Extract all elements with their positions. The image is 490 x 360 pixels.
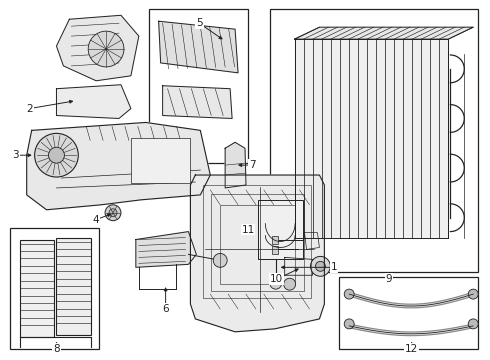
Bar [149, 9, 248, 163]
Text: 12: 12 [405, 344, 418, 354]
Polygon shape [294, 27, 473, 39]
Text: 7: 7 [248, 160, 255, 170]
Polygon shape [305, 233, 319, 249]
Text: 11: 11 [242, 225, 255, 235]
Circle shape [316, 261, 325, 271]
Polygon shape [26, 122, 210, 210]
Text: 4: 4 [93, 215, 99, 225]
Bar [272, 247, 278, 255]
Circle shape [49, 147, 64, 163]
Polygon shape [191, 175, 324, 332]
Circle shape [270, 277, 282, 289]
Bar [131, 138, 191, 183]
Bar [339, 277, 478, 349]
Circle shape [284, 278, 295, 290]
Polygon shape [294, 39, 448, 238]
Polygon shape [56, 15, 139, 81]
Bar [20, 239, 54, 337]
Bar [203, 185, 312, 298]
Polygon shape [159, 21, 238, 73]
Circle shape [213, 253, 227, 267]
Bar [258, 200, 302, 260]
Circle shape [109, 209, 117, 217]
Bar [211, 194, 303, 291]
Text: 3: 3 [12, 150, 19, 160]
Polygon shape [285, 257, 313, 275]
Circle shape [344, 289, 354, 299]
Polygon shape [225, 142, 246, 188]
Text: 8: 8 [53, 344, 60, 354]
Circle shape [35, 133, 78, 177]
Polygon shape [56, 85, 131, 118]
Polygon shape [163, 86, 232, 118]
Circle shape [468, 289, 478, 299]
Text: 5: 5 [196, 18, 203, 28]
Circle shape [344, 319, 354, 329]
Polygon shape [136, 231, 196, 267]
Text: 10: 10 [270, 274, 283, 284]
Bar [220, 205, 294, 284]
Bar [270, 9, 478, 272]
Circle shape [88, 31, 124, 67]
Text: 9: 9 [386, 274, 392, 284]
Bar [10, 228, 99, 349]
Text: 1: 1 [331, 262, 338, 272]
Text: 6: 6 [162, 304, 169, 314]
Bar [272, 235, 278, 243]
Circle shape [105, 205, 121, 221]
Bar [56, 238, 91, 335]
Circle shape [311, 256, 330, 276]
Circle shape [468, 319, 478, 329]
Text: 2: 2 [26, 104, 33, 113]
